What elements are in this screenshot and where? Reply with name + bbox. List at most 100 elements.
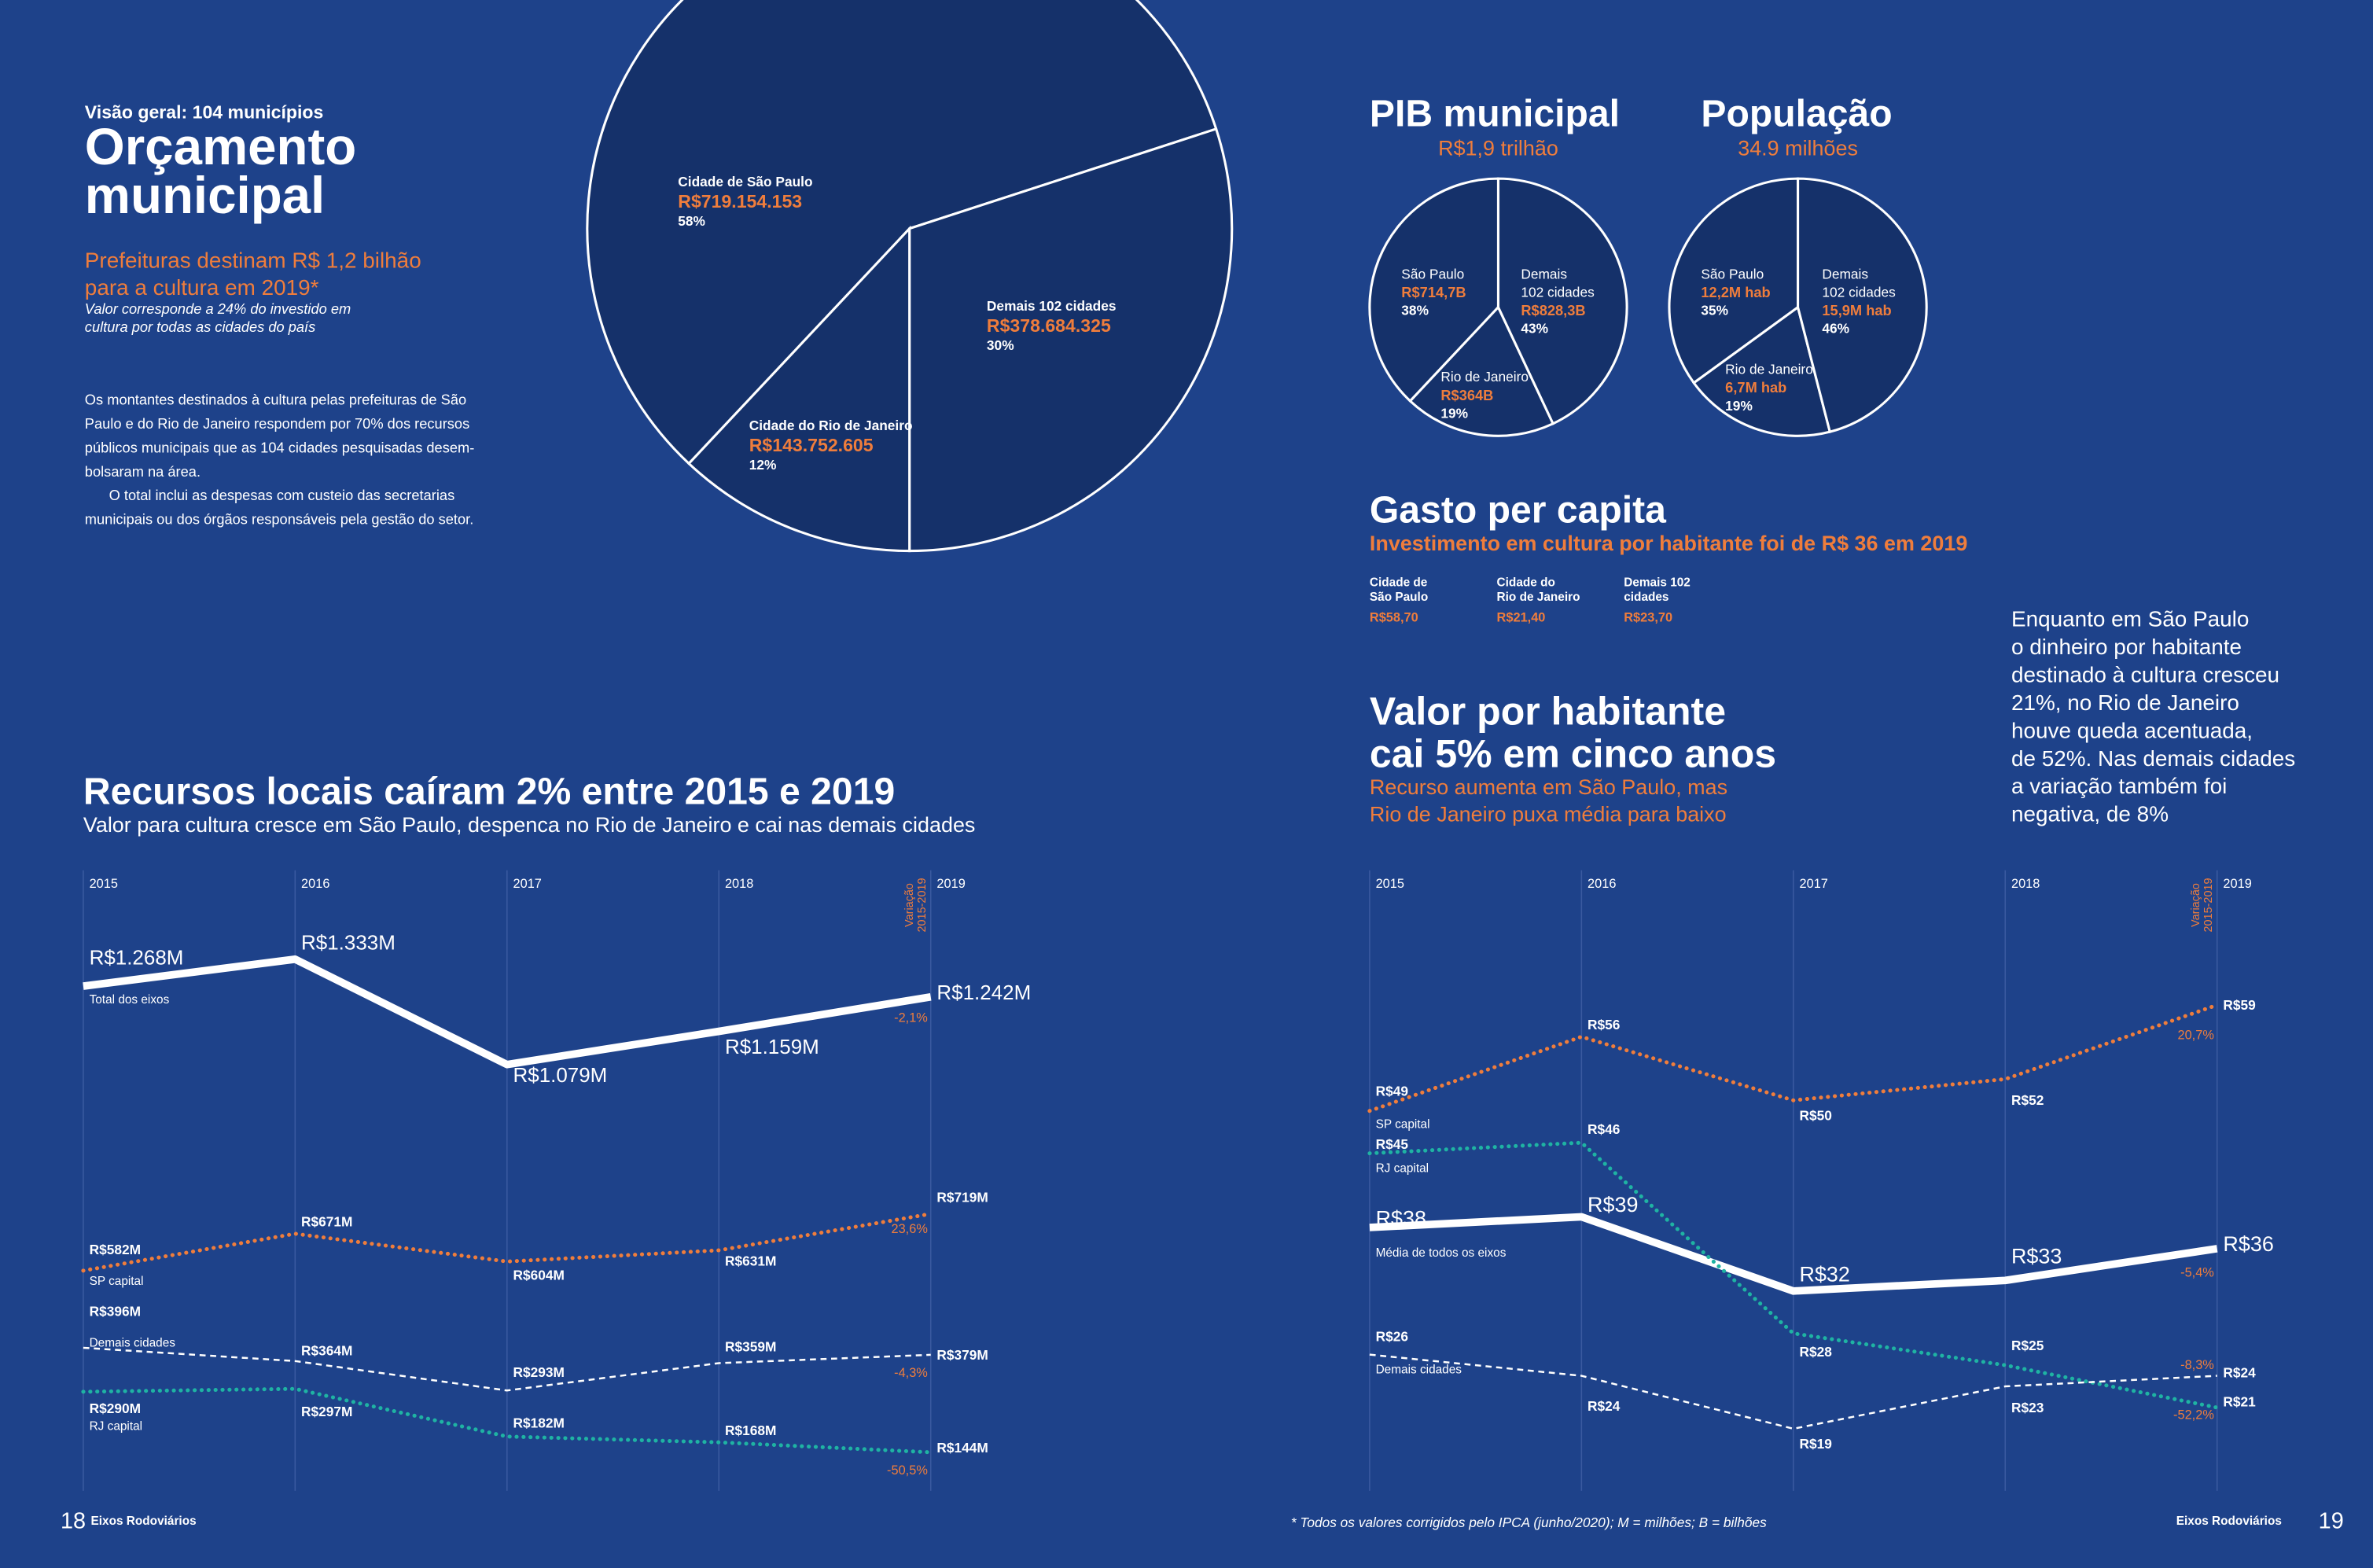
- value-label: R$50: [1800, 1108, 1832, 1124]
- slice-name: 102 cidades: [1521, 284, 1595, 300]
- chart-title: cai 5% em cinco anos: [1370, 732, 1776, 776]
- pie-slice: [1408, 305, 1555, 437]
- value-label: R$719M: [936, 1189, 988, 1205]
- x-tick-label: 2019: [2223, 877, 2251, 891]
- value-label: R$671M: [301, 1214, 352, 1230]
- side-line: destinado à cultura cresceu: [2011, 663, 2279, 687]
- value-label: R$24: [1588, 1398, 1621, 1414]
- per-capita-name: cidades: [1624, 591, 1668, 604]
- slice-percent: 30%: [987, 337, 1014, 353]
- pie-slice: [1692, 305, 1832, 437]
- page-number: 18: [61, 1508, 86, 1533]
- slice-name: São Paulo: [1401, 266, 1464, 282]
- slice-amount: 15,9M hab: [1822, 302, 1891, 318]
- series-line: [83, 1346, 931, 1392]
- side-line: houve queda acentuada,: [2011, 718, 2253, 742]
- value-label: R$379M: [936, 1347, 988, 1363]
- side-line: 21%, no Rio de Janeiro: [2011, 690, 2239, 715]
- value-label: R$32: [1800, 1263, 1850, 1286]
- series-name: RJ capital: [1376, 1161, 1429, 1175]
- slice-amount: 6,7M hab: [1725, 379, 1786, 396]
- value-label: R$168M: [725, 1423, 776, 1438]
- value-label: R$297M: [301, 1404, 352, 1419]
- x-tick-label: 2016: [1588, 877, 1616, 891]
- slice-percent: 43%: [1521, 321, 1548, 337]
- variation-heading: Variação: [2190, 883, 2202, 927]
- value-label: R$33: [2011, 1245, 2062, 1268]
- variation-label: -50,5%: [887, 1463, 928, 1478]
- variation-label: -2,1%: [894, 1011, 928, 1025]
- slice-name: Rio de Janeiro: [1440, 369, 1529, 385]
- value-label: R$59: [2223, 997, 2255, 1013]
- x-tick-label: 2018: [2011, 877, 2040, 891]
- variation-label: -52,2%: [2173, 1408, 2214, 1423]
- body-line: municipais ou dos órgãos responsáveis pe…: [85, 511, 474, 528]
- footnote: * Todos os valores corrigidos pelo IPCA …: [1291, 1515, 1767, 1530]
- value-label: R$182M: [513, 1415, 565, 1430]
- value-label: R$1.242M: [936, 981, 1031, 1004]
- series-name: SP capital: [1376, 1118, 1430, 1132]
- series-line: [1369, 1213, 2218, 1295]
- body-line: públicos municipais que as 104 cidades p…: [85, 439, 475, 455]
- pie-slice: [908, 127, 1234, 553]
- x-tick-label: 2017: [1800, 877, 1828, 891]
- slice-percent: 46%: [1822, 321, 1849, 337]
- body-line: O total inclui as despesas com custeio d…: [109, 487, 455, 503]
- footer-label: Eixos Rodoviários: [91, 1515, 197, 1528]
- value-label: R$36: [2223, 1232, 2273, 1256]
- slice-amount: R$828,3B: [1521, 302, 1585, 318]
- variation-heading: 2015-2019: [2202, 878, 2215, 932]
- value-label: R$582M: [90, 1242, 141, 1257]
- slice-name: Rio de Janeiro: [1725, 362, 1813, 377]
- chart-title: Recursos locais caíram 2% entre 2015 e 2…: [83, 771, 895, 813]
- side-line: o dinheiro por habitante: [2011, 635, 2242, 659]
- pib-subtitle: R$1,9 trilhão: [1438, 137, 1558, 160]
- body-line: Os montantes destinados à cultura pelas …: [85, 392, 466, 408]
- note: Valor corresponde a 24% do investido em: [85, 300, 351, 317]
- value-label: R$1.159M: [725, 1035, 819, 1058]
- highlight: para a cultura em 2019*: [85, 275, 319, 300]
- side-line: de 52%. Nas demais cidades: [2011, 746, 2295, 771]
- slice-percent: 19%: [1440, 405, 1468, 421]
- value-label: R$293M: [513, 1364, 565, 1380]
- series-line: [1367, 1003, 2220, 1113]
- slice-amount: R$719.154.153: [678, 191, 802, 212]
- series-name: Média de todos os eixos: [1376, 1246, 1507, 1260]
- line-charts: Recursos locais caíram 2% entre 2015 e 2…: [81, 690, 2274, 1491]
- value-label: R$24: [2223, 1365, 2256, 1381]
- per-capita-name: Demais 102: [1624, 576, 1691, 590]
- x-tick-label: 2017: [513, 877, 542, 891]
- per-capita-value: R$21,40: [1497, 610, 1546, 624]
- body-line: bolsaram na área.: [85, 463, 201, 480]
- side-line: Enquanto em São Paulo: [2011, 607, 2249, 631]
- value-label: R$144M: [936, 1440, 988, 1456]
- slice-name: São Paulo: [1701, 266, 1764, 282]
- variation-label: 20,7%: [2177, 1029, 2213, 1043]
- highlight: Prefeituras destinam R$ 1,2 bilhão: [85, 248, 421, 273]
- value-label: R$1.268M: [90, 946, 184, 970]
- pie-slice: [586, 0, 1218, 466]
- per-capita-subtitle: Investimento em cultura por habitante fo…: [1370, 532, 1967, 555]
- variation-label: -4,3%: [894, 1366, 928, 1380]
- value-label: R$52: [2011, 1092, 2044, 1108]
- slice-amount: R$364B: [1440, 387, 1493, 403]
- pop-title: População: [1701, 92, 1892, 134]
- per-capita-name: Cidade do: [1497, 576, 1555, 590]
- value-label: R$21: [2223, 1393, 2256, 1409]
- variation-label: 23,6%: [891, 1222, 927, 1236]
- page-number: 19: [2319, 1508, 2344, 1533]
- title: municipal: [85, 167, 325, 224]
- slice-name: Demais: [1521, 266, 1567, 282]
- side-line: a variação também foi: [2011, 774, 2227, 798]
- per-capita-name: Rio de Janeiro: [1497, 591, 1580, 604]
- slice-name: Cidade do Rio de Janeiro: [749, 418, 913, 433]
- title: Orçamento: [85, 118, 356, 175]
- value-label: R$359M: [725, 1338, 776, 1354]
- value-label: R$631M: [725, 1253, 776, 1268]
- value-label: R$26: [1376, 1329, 1408, 1345]
- value-label: R$49: [1376, 1084, 1408, 1099]
- slice-name: Demais 102 cidades: [987, 298, 1117, 314]
- value-label: R$38: [1376, 1206, 1426, 1230]
